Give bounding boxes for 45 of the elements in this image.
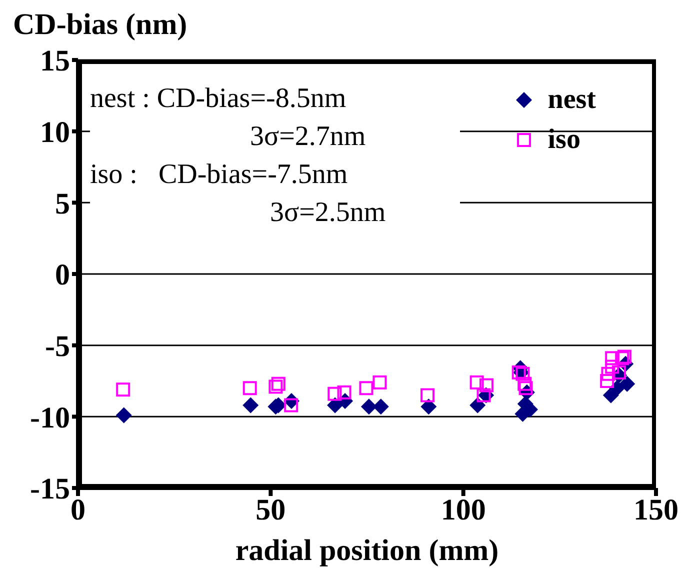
point <box>271 376 286 391</box>
point <box>359 381 374 396</box>
point <box>116 407 132 424</box>
point <box>242 397 259 414</box>
point <box>512 365 526 380</box>
point <box>337 385 352 400</box>
point <box>360 398 377 415</box>
y-axis-title: CD-bias (nm) <box>13 8 188 42</box>
legend-label: iso <box>548 124 580 156</box>
point <box>619 376 636 392</box>
y-tick-label: 15 <box>40 44 70 78</box>
point <box>284 398 298 412</box>
point <box>242 381 257 396</box>
point <box>518 381 533 396</box>
point <box>470 375 484 390</box>
y-tick-label: -5 <box>45 330 70 363</box>
point <box>601 366 616 381</box>
annotation: nest : CD-bias=-8.5nm <box>90 82 348 116</box>
annotation: 3σ=2.5nm <box>269 196 387 230</box>
point <box>605 360 620 374</box>
point <box>518 376 532 391</box>
y-tick-label: 0 <box>55 258 70 292</box>
point <box>420 398 437 415</box>
point <box>612 365 626 380</box>
point <box>479 378 494 392</box>
annotation: 3σ=2.7nm <box>249 120 367 154</box>
x-axis-title: radial position (mm) <box>235 534 499 567</box>
y-tick-label: 10 <box>40 116 70 149</box>
x-tick-label: 100 <box>440 493 486 526</box>
legend-label: nest <box>548 84 596 116</box>
point <box>476 388 491 402</box>
point <box>328 386 342 401</box>
point <box>116 382 130 397</box>
point <box>268 380 283 394</box>
point <box>372 375 387 390</box>
x-tick-label: 50 <box>256 493 286 526</box>
point <box>420 388 434 402</box>
point <box>372 398 389 415</box>
annotation: iso : CD-bias=-7.5nm <box>90 158 349 192</box>
y-tick-label: -15 <box>30 472 70 506</box>
point <box>600 374 614 388</box>
y-tick-label: -10 <box>30 401 70 434</box>
y-tick-label: 5 <box>55 187 70 220</box>
point <box>605 351 620 366</box>
x-tick-label: 150 <box>634 493 678 526</box>
